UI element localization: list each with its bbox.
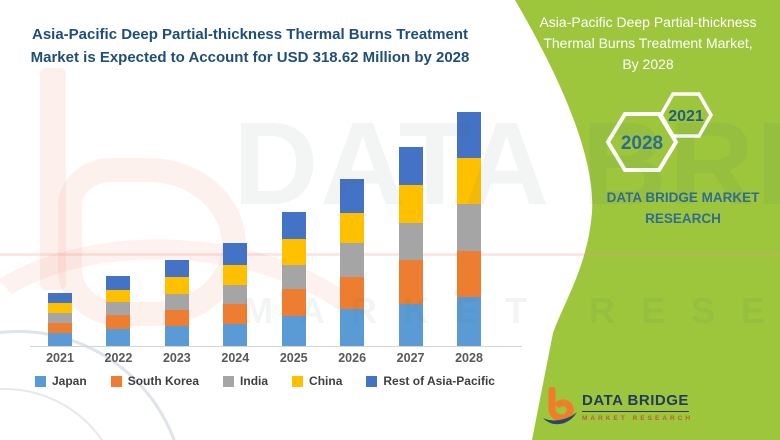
right-panel-title-line3: By 2028 — [622, 56, 674, 72]
bar-segment-japan-2025 — [281, 315, 306, 346]
bar-segment-south-korea-2021 — [48, 323, 72, 334]
hexagon-2021-label: 2021 — [668, 108, 704, 125]
bar-segment-south-korea-2025 — [281, 289, 306, 316]
chart-title-line1: Asia-Pacific Deep Partial-thickness Ther… — [32, 26, 468, 43]
bar-segment-india-2023 — [164, 294, 189, 311]
x-axis-label-2021: 2021 — [46, 351, 74, 365]
hexagon-2028: 2028 — [605, 112, 679, 172]
bar-2022 — [106, 276, 131, 346]
bar-segment-rest-of-asia-pacific-2026 — [340, 179, 365, 213]
bar-2021 — [48, 293, 72, 346]
bar-segment-india-2025 — [281, 264, 306, 290]
bar-segment-south-korea-2027 — [398, 260, 423, 305]
bar-segment-china-2027 — [398, 185, 423, 224]
bar-segment-rest-of-asia-pacific-2025 — [281, 212, 306, 240]
x-axis-label-2024: 2024 — [221, 351, 250, 365]
right-panel-title-line2: Thermal Burns Treatment Market, — [543, 35, 753, 51]
chart-title: Asia-Pacific Deep Partial-thickness Ther… — [10, 24, 490, 69]
brand-name-line1: DATA BRIDGE MARKET — [606, 190, 760, 205]
legend-swatch-rest-of-asia-pacific — [366, 375, 378, 387]
hexagon-2028-label: 2028 — [621, 133, 663, 154]
bar-segment-india-2026 — [340, 242, 365, 278]
bar-segment-rest-of-asia-pacific-2021 — [48, 293, 72, 303]
bar-segment-japan-2026 — [340, 309, 365, 346]
bar-segment-japan-2022 — [106, 329, 131, 346]
legend-swatch-india — [223, 375, 235, 387]
bar-segment-china-2024 — [223, 265, 248, 286]
legend-item-south-korea: South Korea — [110, 374, 200, 388]
bar-segment-japan-2023 — [164, 326, 189, 346]
bar-segment-china-2028 — [457, 157, 481, 205]
legend: Japan South Korea India China Rest of Asia-P… — [30, 374, 500, 388]
bar-segment-rest-of-asia-pacific-2022 — [106, 276, 131, 291]
brand-name-text: DATA BRIDGE MARKET RESEARCH — [590, 188, 776, 230]
bar-segment-rest-of-asia-pacific-2023 — [164, 260, 189, 278]
bar-segment-india-2021 — [48, 312, 72, 324]
bar-segment-china-2023 — [164, 277, 189, 295]
plot-area: 2021 2022 2023 2024 2025 2026 2027 2028 — [30, 112, 522, 365]
data-bridge-logo-icon — [543, 387, 577, 425]
legend-swatch-japan — [35, 375, 46, 387]
bar-segment-india-2022 — [106, 302, 131, 316]
bar-2025 — [281, 212, 306, 346]
right-panel-title-line1: Asia-Pacific Deep Partial-thickness — [539, 14, 757, 30]
x-axis-label-2027: 2027 — [396, 351, 425, 365]
x-axis-label-2028: 2028 — [455, 351, 483, 365]
bar-segment-japan-2027 — [398, 304, 423, 346]
bar-segment-japan-2021 — [48, 333, 72, 346]
bar-segment-south-korea-2026 — [340, 277, 365, 310]
bar-segment-india-2024 — [223, 285, 248, 305]
bar-segment-rest-of-asia-pacific-2024 — [223, 243, 248, 266]
data-bridge-logo-text: DATA BRIDGE MARKET RESEARCH — [582, 392, 694, 422]
bar-segment-china-2025 — [281, 239, 306, 265]
legend-item-india: India — [223, 374, 268, 388]
x-axis-label-2026: 2026 — [338, 351, 367, 365]
bar-segment-south-korea-2023 — [164, 310, 189, 327]
bar-2023 — [164, 260, 189, 346]
x-axis-line — [30, 346, 522, 347]
bar-2026 — [340, 179, 365, 346]
x-axis-label-2025: 2025 — [279, 351, 308, 365]
bar-segment-south-korea-2028 — [457, 251, 481, 297]
bar-segment-south-korea-2022 — [106, 315, 131, 330]
logo-subtitle: MARKET RESEARCH — [582, 415, 694, 422]
legend-label-south-korea: South Korea — [127, 374, 200, 388]
bar-segment-japan-2024 — [223, 324, 248, 346]
legend-item-china: China — [292, 374, 342, 388]
brand-name-line2: RESEARCH — [645, 210, 721, 226]
bar-segment-rest-of-asia-pacific-2027 — [398, 146, 423, 186]
bar-2027 — [398, 146, 423, 346]
bar-segment-rest-of-asia-pacific-2028 — [457, 112, 481, 158]
bar-segment-china-2021 — [48, 302, 72, 313]
legend-label-china: China — [309, 374, 343, 388]
legend-swatch-south-korea — [110, 375, 122, 387]
bar-segment-china-2026 — [340, 212, 365, 243]
bar-segment-india-2027 — [398, 223, 423, 261]
legend-swatch-china — [292, 375, 304, 387]
bar-2024 — [223, 243, 248, 346]
right-panel-title: Asia-Pacific Deep Partial-thickness Ther… — [520, 12, 776, 75]
x-axis-label-2023: 2023 — [162, 351, 191, 365]
x-axis-label-2022: 2022 — [104, 351, 133, 365]
logo-name: DATA BRIDGE — [582, 392, 689, 412]
hexagon-2021: 2021 — [658, 92, 714, 138]
legend-label-rest-of-asia-pacific: Rest of Asia-Pacific — [383, 374, 495, 388]
legend-item-rest-of-asia-pacific: Rest of Asia-Pacific — [366, 374, 495, 388]
bar-2028 — [457, 112, 481, 346]
legend-label-india: India — [240, 374, 269, 388]
chart-title-line2: Market is Expected to Account for USD 31… — [30, 48, 470, 66]
bar-segment-japan-2028 — [457, 296, 481, 346]
bar-segment-china-2022 — [106, 290, 131, 303]
bar-segment-india-2028 — [457, 204, 481, 252]
legend-item-japan: Japan — [35, 374, 87, 388]
legend-label-japan: Japan — [52, 374, 87, 388]
bar-segment-south-korea-2024 — [223, 304, 248, 325]
